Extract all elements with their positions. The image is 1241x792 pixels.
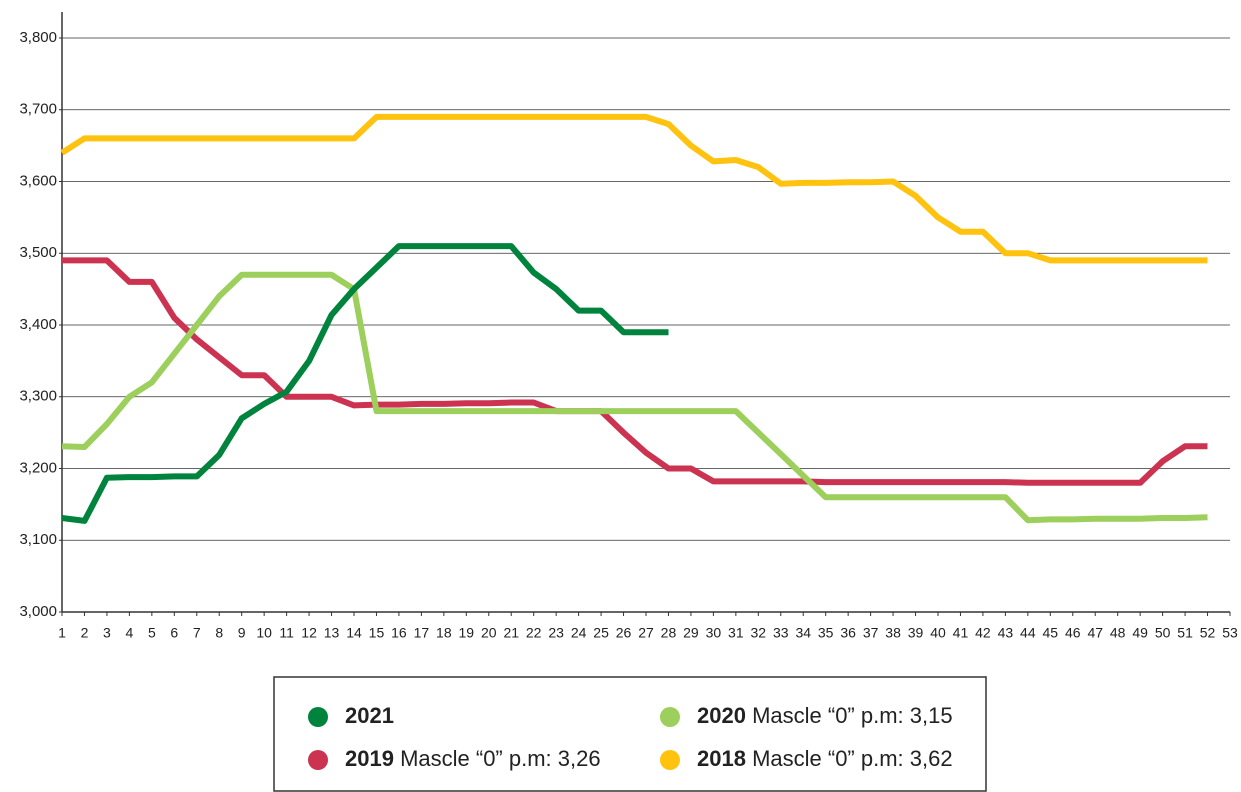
legend-box (273, 676, 987, 792)
x-tick-label: 50 (1155, 625, 1171, 641)
x-tick-label: 49 (1132, 625, 1148, 641)
x-tick-label: 8 (215, 625, 223, 641)
series-line (62, 257, 1208, 486)
series-line (60, 113, 1208, 264)
x-tick-label: 14 (346, 625, 362, 641)
x-tick-label: 21 (503, 625, 519, 641)
x-tick-label: 30 (706, 625, 722, 641)
x-tick-label: 48 (1110, 625, 1126, 641)
x-tick-label: 47 (1087, 625, 1103, 641)
x-tick-label: 35 (818, 625, 834, 641)
x-tick-label: 9 (238, 625, 246, 641)
x-tick-label: 4 (125, 625, 133, 641)
x-tick-label: 41 (953, 625, 969, 641)
y-tick-label: 3,300 (19, 388, 57, 405)
legend-label: 2020 Mascle “0” p.m: 3,15 (697, 703, 953, 728)
legend-note: Mascle “0” p.m: 3,26 (400, 746, 601, 771)
x-tick-label: 51 (1177, 625, 1193, 641)
x-tick-label: 16 (391, 625, 407, 641)
x-tick-label: 31 (728, 625, 744, 641)
x-tick-label: 38 (885, 625, 901, 641)
x-tick-label: 13 (324, 625, 340, 641)
x-tick-label: 23 (548, 625, 564, 641)
x-tick-label: 6 (170, 625, 178, 641)
x-tick-label: 22 (526, 625, 542, 641)
x-tick-label: 44 (1020, 625, 1036, 641)
y-tick-label: 3,800 (19, 29, 57, 46)
x-tick-label: 34 (795, 625, 811, 641)
series-line (61, 243, 669, 524)
legend-marker (660, 750, 680, 770)
x-tick-label: 27 (638, 625, 654, 641)
legend-label: 2018 Mascle “0” p.m: 3,62 (697, 746, 953, 771)
x-tick-label: 45 (1043, 625, 1059, 641)
x-tick-label: 15 (369, 625, 385, 641)
x-tick-label: 5 (148, 625, 156, 641)
legend-name: 2021 (345, 703, 394, 728)
series-line (61, 271, 1208, 524)
legend-note: Mascle “0” p.m: 3,62 (752, 746, 953, 771)
x-tick-label: 46 (1065, 625, 1081, 641)
y-tick-label: 3,500 (19, 244, 57, 261)
x-tick-label: 53 (1222, 625, 1238, 641)
y-tick-label: 3,400 (19, 316, 57, 333)
x-tick-label: 40 (930, 625, 946, 641)
legend-marker (308, 707, 328, 727)
x-tick-label: 39 (908, 625, 924, 641)
x-tick-label: 37 (863, 625, 879, 641)
x-tick-label: 19 (459, 625, 475, 641)
legend-name: 2018 (697, 746, 746, 771)
y-tick-label: 3,600 (19, 172, 57, 189)
x-tick-label: 33 (773, 625, 789, 641)
x-tick-label: 1 (58, 625, 66, 641)
x-tick-label: 18 (436, 625, 452, 641)
y-tick-label: 3,700 (19, 101, 57, 118)
y-tick-label: 3,000 (19, 603, 57, 620)
x-tick-label: 36 (840, 625, 856, 641)
x-tick-label: 2 (81, 625, 89, 641)
x-tick-label: 28 (661, 625, 677, 641)
x-tick-label: 7 (193, 625, 201, 641)
x-tick-label: 17 (414, 625, 430, 641)
legend-label: 2021 (345, 703, 394, 728)
x-tick-label: 20 (481, 625, 497, 641)
x-tick-label: 52 (1200, 625, 1216, 641)
legend-note: Mascle “0” p.m: 3,15 (752, 703, 953, 728)
x-tick-label: 43 (998, 625, 1014, 641)
x-tick-label: 32 (751, 625, 767, 641)
x-tick-label: 24 (571, 625, 587, 641)
legend-marker (308, 750, 328, 770)
legend-name: 2019 (345, 746, 394, 771)
x-tick-label: 12 (301, 625, 317, 641)
y-tick-label: 3,100 (19, 531, 57, 548)
x-tick-label: 3 (103, 625, 111, 641)
x-tick-label: 29 (683, 625, 699, 641)
legend-name: 2020 (697, 703, 746, 728)
x-tick-label: 25 (593, 625, 609, 641)
x-tick-label: 11 (279, 625, 294, 641)
x-tick-label: 26 (616, 625, 632, 641)
legend-label: 2019 Mascle “0” p.m: 3,26 (345, 746, 601, 771)
legend-marker (660, 707, 680, 727)
x-tick-label: 10 (256, 625, 272, 641)
y-tick-label: 3,200 (19, 459, 57, 476)
x-tick-label: 42 (975, 625, 991, 641)
